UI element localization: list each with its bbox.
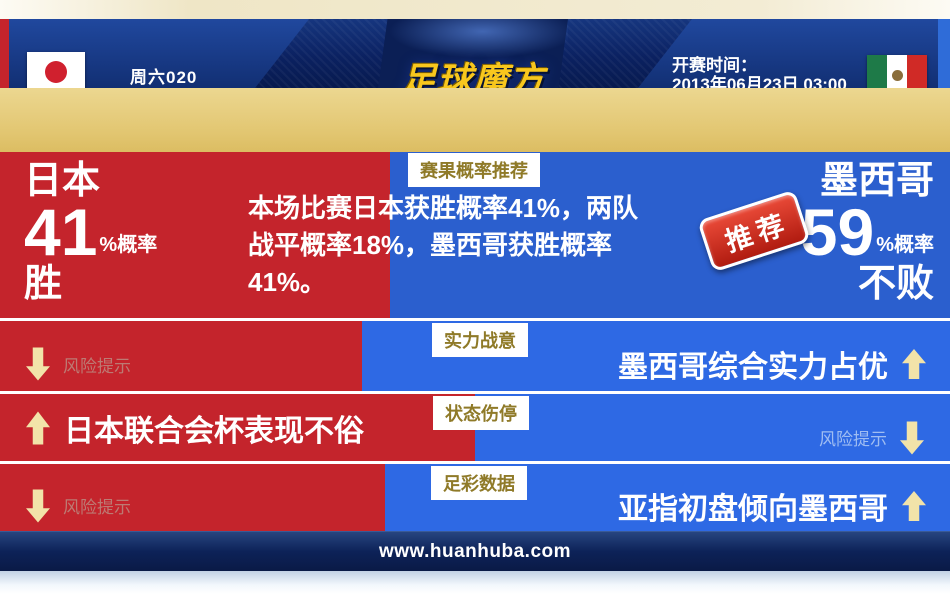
- analysis-row-data: 风险提示 足彩数据 亚指初盘倾向墨西哥: [0, 464, 950, 531]
- risk-label: 风险提示: [63, 356, 131, 376]
- prediction-summary: 本场比赛日本获胜概率41%，两队 战平概率18%，墨西哥获胜概率 41%。: [248, 190, 718, 301]
- odds-bar: 竞彩(0) 2.47 3.20 2.47 亚盘 1.06 平手/半球 0.80 …: [0, 88, 950, 224]
- home-team-name: 日本: [24, 160, 101, 202]
- away-probability: 59: [800, 195, 875, 269]
- data-headline: 亚指初盘倾向墨西哥: [618, 464, 926, 539]
- risk-label: 风险提示: [63, 498, 131, 517]
- headline-text: 亚指初盘倾向墨西哥: [618, 492, 888, 526]
- away-team-name: 墨西哥: [819, 160, 934, 202]
- home-prob-suffix: %概率: [99, 234, 158, 256]
- bottom-gradient-strip: [0, 571, 950, 594]
- prediction-panel: 赛果概率推荐 日本 41 %概率 胜 本场比赛日本获胜概率41%，两队 战平概率…: [0, 152, 950, 318]
- strength-tag: 实力战意: [432, 323, 528, 357]
- home-risk-note: 风险提示: [26, 321, 131, 399]
- mexico-flag-icon: [867, 55, 927, 94]
- risk-label: 风险提示: [819, 430, 887, 449]
- away-risk-note: 风险提示: [819, 394, 924, 471]
- up-arrow-icon: [902, 490, 926, 522]
- mexico-flag-emblem: [892, 69, 903, 81]
- up-arrow-icon: [902, 348, 926, 380]
- headline-text: 墨西哥综合实力占优: [618, 351, 888, 384]
- strength-headline: 墨西哥综合实力占优: [618, 321, 926, 399]
- top-accent-strip: [0, 0, 950, 19]
- data-tag: 足彩数据: [431, 466, 527, 500]
- home-red-panel: [0, 152, 390, 318]
- row-red-section: [0, 394, 475, 461]
- home-prediction: 日本 41 %概率 胜: [24, 160, 157, 306]
- down-arrow-icon: [900, 420, 924, 456]
- summary-line: 战平概率18%，墨西哥获胜概率: [248, 230, 613, 260]
- away-outcome: 不败: [857, 263, 934, 305]
- logo-glow: [378, 19, 568, 88]
- home-outcome: 胜: [24, 263, 63, 305]
- match-code: 周六020: [130, 68, 198, 87]
- form-headline: 日本联合会杯表现不俗: [26, 394, 364, 461]
- kickoff-label: 开赛时间：: [672, 56, 757, 75]
- site-url-link[interactable]: www.huanhuba.com: [378, 540, 572, 562]
- row-red-section: [0, 321, 362, 391]
- form-tag: 状态伤停: [433, 396, 529, 430]
- analysis-row-form: 日本联合会杯表现不俗 状态伤停 风险提示: [0, 394, 950, 461]
- japan-flag-disc: [45, 61, 67, 83]
- analysis-row-strength: 风险提示 实力战意 墨西哥综合实力占优: [0, 321, 950, 391]
- away-prediction: 墨西哥 59 %概率 不败: [801, 160, 934, 306]
- header-blue-edge: [938, 19, 950, 88]
- prediction-tag: 赛果概率推荐: [408, 153, 540, 187]
- summary-line: 41%。: [248, 267, 327, 297]
- away-prob-suffix: %概率: [876, 234, 934, 256]
- home-probability: 41: [24, 195, 98, 269]
- header-red-edge: [0, 19, 9, 88]
- row-red-section: [0, 464, 385, 531]
- down-arrow-icon: [26, 488, 50, 524]
- headline-text: 日本联合会杯表现不俗: [64, 414, 364, 448]
- japan-flag-icon: [27, 52, 85, 92]
- down-arrow-icon: [26, 346, 50, 382]
- up-arrow-icon: [26, 410, 50, 446]
- footer: www.huanhuba.com: [0, 531, 950, 571]
- summary-line: 本场比赛日本获胜概率41%，两队: [248, 193, 639, 223]
- header: 周六020 足球魔方 开赛时间： 2013年06月23日 03:00: [0, 19, 950, 100]
- home-risk-note: 风险提示: [26, 464, 131, 539]
